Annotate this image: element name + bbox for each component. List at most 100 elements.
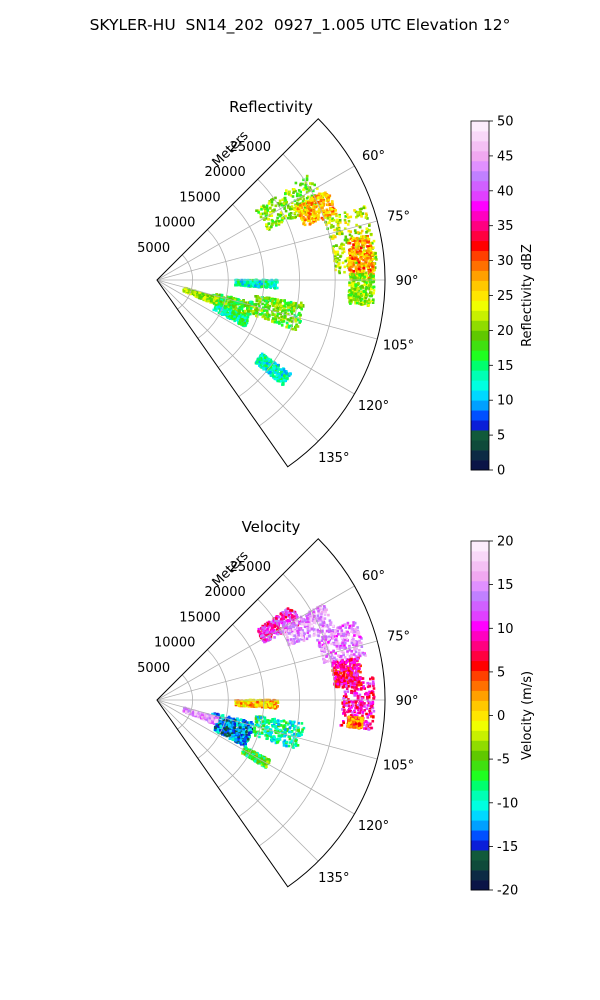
echo-gate xyxy=(297,639,301,643)
echo-gate xyxy=(273,375,277,378)
echo-gate xyxy=(346,702,350,706)
echo-gate xyxy=(283,374,286,378)
echo-gate xyxy=(277,223,281,226)
echo-gate xyxy=(296,197,300,201)
echo-gate xyxy=(331,629,335,632)
echo-gate xyxy=(237,283,241,286)
echo-gate xyxy=(355,678,359,682)
echo-gate xyxy=(343,708,346,712)
echo-gate xyxy=(310,624,314,628)
echo-gate xyxy=(274,315,277,319)
echo-gate xyxy=(268,207,272,210)
echo-gate xyxy=(358,259,361,263)
echo-gate xyxy=(361,286,365,290)
echo-gate xyxy=(325,646,328,650)
echo-gate xyxy=(262,355,265,359)
echo-gate xyxy=(223,306,227,310)
echo-gate xyxy=(300,204,304,207)
echo-gate xyxy=(220,312,224,315)
echo-gate xyxy=(354,704,358,707)
echo-gate xyxy=(322,661,326,664)
echo-gate xyxy=(347,229,351,233)
echo-gate xyxy=(237,704,241,707)
echo-gate xyxy=(233,300,236,303)
echo-gate xyxy=(334,659,338,662)
echo-gate xyxy=(353,298,356,301)
echo-gate xyxy=(265,211,269,215)
colorbar-segment xyxy=(471,190,489,202)
echo-gate xyxy=(242,300,245,303)
echo-gate xyxy=(350,287,354,290)
echo-gate xyxy=(360,235,363,238)
echo-gate xyxy=(283,620,287,624)
echo-gate xyxy=(277,221,281,224)
echo-gate xyxy=(350,654,353,657)
echo-gate xyxy=(238,301,241,304)
echo-gate xyxy=(332,212,336,216)
echo-gate xyxy=(353,229,357,232)
echo-gate xyxy=(265,204,269,208)
echo-gate xyxy=(347,296,351,299)
echo-gate xyxy=(234,308,237,311)
echo-gate xyxy=(258,630,261,634)
echo-gate xyxy=(217,302,221,305)
echo-gate xyxy=(345,665,349,668)
echo-gate xyxy=(262,359,266,362)
echo-gate xyxy=(350,677,354,681)
echo-gate xyxy=(264,217,268,220)
echo-gate xyxy=(296,325,300,328)
echo-gate xyxy=(324,636,328,640)
echo-gate xyxy=(359,211,362,214)
echo-gate xyxy=(332,250,335,253)
echo-gate xyxy=(278,376,281,379)
echo-gate xyxy=(198,296,201,300)
velocity-panel: Velocity60°75°90°105°120°135°50001000015… xyxy=(137,518,535,899)
echo-gate xyxy=(358,711,361,714)
echo-gate xyxy=(260,205,263,209)
echo-gate xyxy=(330,212,334,216)
echo-gate xyxy=(243,281,246,284)
echo-gate xyxy=(366,693,370,696)
echo-gate xyxy=(347,704,351,708)
echo-gate xyxy=(362,681,365,684)
echo-gate xyxy=(217,311,221,315)
echo-gate xyxy=(365,281,368,284)
echo-gate xyxy=(257,302,260,306)
echo-gate xyxy=(353,250,357,254)
echo-gate xyxy=(294,303,297,307)
echo-gate xyxy=(267,318,270,321)
echo-gate xyxy=(364,264,368,267)
echo-gate xyxy=(314,194,318,198)
echo-gate xyxy=(323,216,327,219)
echo-gate xyxy=(305,199,308,203)
colorbar-segment xyxy=(471,330,489,341)
echo-gate xyxy=(311,615,315,618)
echo-gate xyxy=(261,298,265,302)
echo-gate xyxy=(336,257,339,260)
echo-gate xyxy=(225,295,229,298)
echo-gate xyxy=(356,252,359,256)
echo-gate xyxy=(342,243,346,247)
echo-gate xyxy=(292,301,296,305)
echo-gate xyxy=(268,305,271,308)
echo-gate xyxy=(291,305,294,309)
echo-gate xyxy=(273,628,276,632)
echo-gate xyxy=(340,636,344,640)
echo-gate xyxy=(347,239,350,242)
echo-gate xyxy=(258,732,262,735)
echo-gate xyxy=(353,648,356,651)
echo-gate xyxy=(276,378,279,381)
echo-gate xyxy=(365,300,368,303)
echo-gate xyxy=(340,650,344,654)
echo-gate xyxy=(230,300,234,303)
echo-gate xyxy=(356,626,359,629)
echo-gate xyxy=(255,297,259,300)
echo-gate xyxy=(329,203,332,206)
echo-gate xyxy=(362,721,366,725)
echo-gate xyxy=(299,202,302,205)
echo-gate xyxy=(329,634,333,637)
echo-gate xyxy=(266,316,270,320)
echo-gate xyxy=(290,609,294,612)
echo-gate xyxy=(272,301,276,305)
echo-gate xyxy=(277,615,280,619)
